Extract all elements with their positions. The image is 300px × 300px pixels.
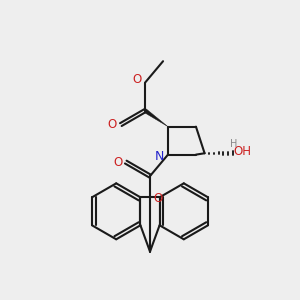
Text: O: O — [113, 156, 122, 169]
Text: O: O — [132, 73, 141, 86]
Polygon shape — [144, 109, 168, 127]
Text: H: H — [230, 140, 238, 149]
Text: N: N — [155, 150, 164, 163]
Text: O: O — [107, 118, 117, 131]
Text: O: O — [154, 192, 163, 205]
Text: OH: OH — [234, 145, 252, 158]
